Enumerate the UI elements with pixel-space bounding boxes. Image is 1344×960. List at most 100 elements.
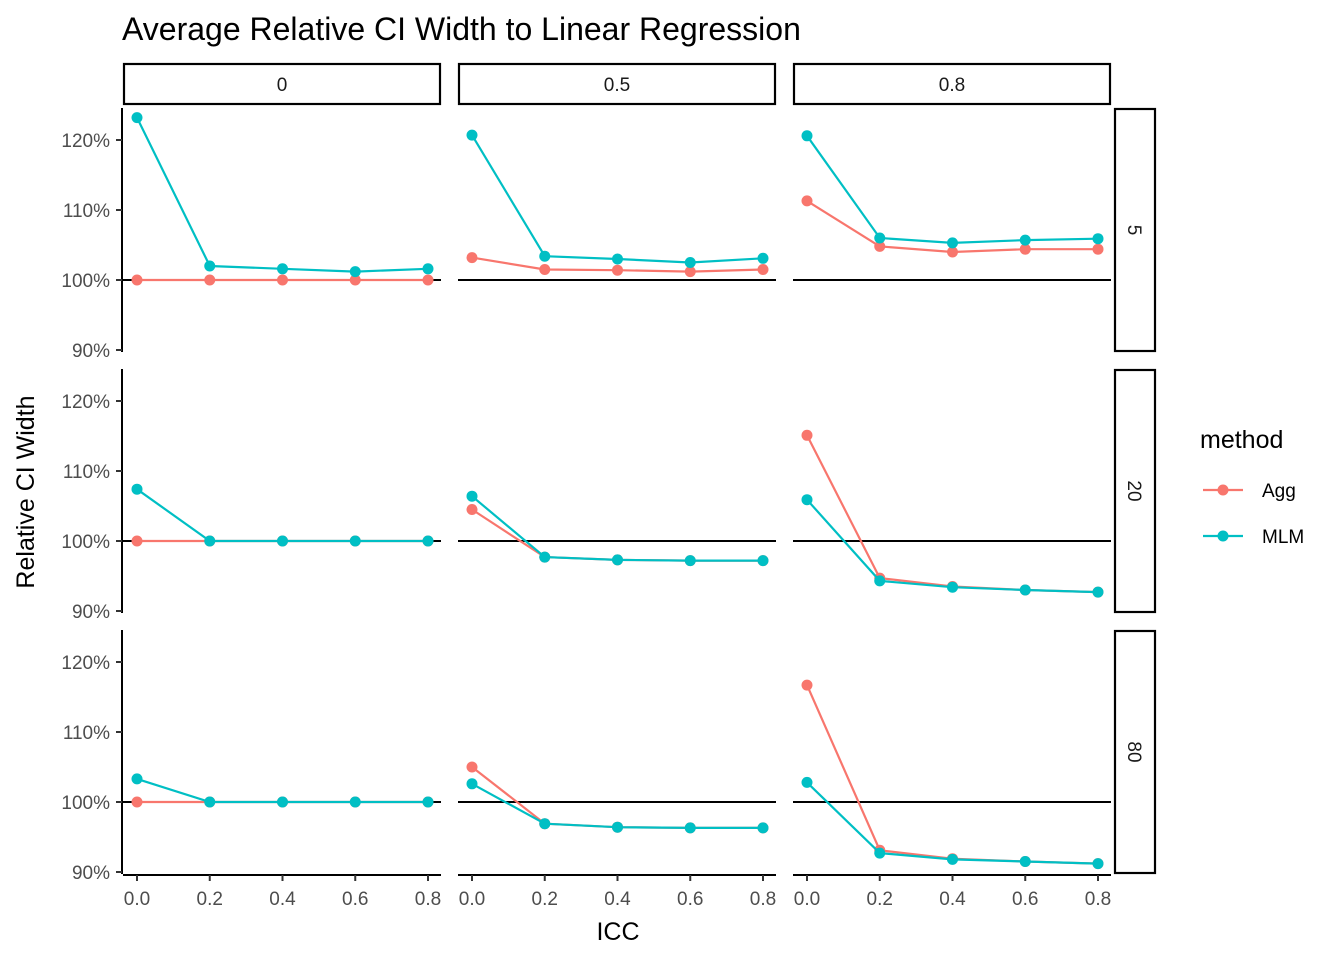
y-tick-label: 110%: [63, 201, 110, 222]
row-strip: [1113, 107, 1157, 353]
data-point-mlm: [422, 535, 434, 547]
data-point-mlm: [1019, 234, 1031, 246]
series-line-mlm: [471, 495, 763, 562]
data-point-mlm: [801, 494, 813, 506]
data-point-mlm: [612, 253, 623, 265]
series-line-mlm: [806, 135, 1099, 245]
data-point-mlm: [684, 822, 696, 834]
legend-label: MLM: [1262, 527, 1304, 548]
x-tick-label: 0.2: [197, 889, 223, 910]
data-point-mlm: [874, 847, 886, 859]
data-point-mlm: [947, 853, 958, 865]
series-line-agg: [471, 766, 763, 830]
data-point-agg: [757, 264, 769, 275]
data-point-mlm: [539, 551, 551, 563]
data-point-agg: [422, 274, 434, 286]
data-point-agg: [801, 429, 813, 441]
data-point-agg: [612, 264, 623, 276]
legend: method Agg MLM: [1200, 426, 1304, 548]
data-point-agg: [277, 274, 288, 286]
data-point-agg: [1092, 243, 1104, 255]
data-point-mlm: [466, 778, 478, 790]
x-tick-label: 0.4: [269, 889, 296, 910]
data-point-mlm: [684, 257, 696, 268]
data-point-mlm: [277, 263, 288, 275]
x-tick-label: 0.6: [1012, 889, 1038, 910]
x-tick-label: 0.4: [939, 889, 966, 910]
series-line-agg: [805, 684, 1099, 865]
data-point-mlm: [349, 266, 361, 278]
data-point-mlm: [131, 483, 143, 495]
x-tick-label: 0.4: [604, 889, 631, 910]
x-tick-label: 0.6: [677, 889, 703, 910]
data-point-mlm: [947, 581, 958, 593]
y-tick-label: 110%: [63, 462, 110, 483]
x-axis-title: ICC: [596, 918, 639, 946]
data-point-mlm: [466, 490, 478, 502]
data-point-mlm: [1092, 233, 1104, 245]
legend-key-point: [1217, 530, 1229, 542]
data-point-mlm: [277, 796, 288, 808]
chart-title: Average Relative CI Width to Linear Regr…: [122, 11, 801, 47]
data-point-mlm: [612, 821, 623, 833]
data-point-mlm: [466, 129, 478, 141]
data-point-mlm: [422, 263, 434, 275]
data-point-mlm: [1092, 858, 1104, 870]
y-tick-label: 120%: [61, 392, 110, 413]
data-point-agg: [539, 264, 551, 275]
series-line-mlm: [471, 134, 764, 264]
y-tick-label: 90%: [72, 863, 110, 884]
series-line-agg: [471, 508, 763, 562]
data-point-agg: [466, 761, 478, 773]
y-tick-label: 110%: [63, 723, 110, 744]
x-tick-label: 0.0: [124, 889, 150, 910]
y-tick-label: 120%: [61, 131, 110, 152]
col-strip: [457, 62, 777, 106]
x-tick-label: 0.6: [342, 889, 368, 910]
x-tick-label: 0.2: [867, 889, 893, 910]
data-point-mlm: [1019, 584, 1031, 596]
legend-key-point: [1217, 484, 1229, 496]
col-strip: [122, 62, 442, 106]
y-tick-label: 100%: [61, 271, 110, 292]
y-tick-label: 100%: [61, 793, 110, 814]
data-point-mlm: [801, 130, 813, 142]
data-point-agg: [131, 274, 143, 286]
x-tick-label: 0.0: [459, 889, 485, 910]
x-tick-label: 0.8: [415, 889, 441, 910]
x-tick-label: 0.2: [532, 889, 558, 910]
data-point-agg: [204, 274, 216, 286]
data-point-agg: [947, 246, 958, 258]
legend-title: method: [1200, 426, 1283, 454]
data-point-mlm: [757, 822, 769, 834]
data-point-agg: [349, 274, 361, 286]
data-point-mlm: [349, 535, 361, 547]
x-tick-label: 0.0: [794, 889, 820, 910]
data-point-agg: [466, 252, 478, 264]
data-point-mlm: [1092, 586, 1104, 598]
data-point-agg: [131, 796, 143, 808]
series-line-mlm: [136, 117, 429, 273]
data-point-mlm: [422, 796, 434, 808]
y-tick-label: 120%: [61, 653, 110, 674]
data-point-mlm: [684, 555, 696, 567]
data-point-agg: [874, 240, 886, 252]
data-point-agg: [684, 266, 696, 278]
series-line-mlm: [806, 781, 1099, 865]
row-strip-label: 5: [1123, 225, 1144, 236]
panel-grid: 0 0.5 0.8 5 20 80 90% 100% 110% 120% 90% 100% 110% 12…: [61, 62, 1157, 910]
row-strip-label: 20: [1123, 480, 1144, 501]
series-line-agg: [806, 434, 1099, 594]
data-point-agg: [466, 504, 478, 515]
data-point-mlm: [277, 535, 288, 547]
data-point-mlm: [801, 776, 813, 788]
data-point-mlm: [874, 575, 886, 587]
legend-label: Agg: [1262, 481, 1296, 502]
data-point-mlm: [1019, 856, 1031, 867]
x-tick-label: 0.8: [750, 889, 776, 910]
col-strip-label: 0.5: [604, 75, 630, 96]
data-point-mlm: [204, 260, 216, 272]
data-point-mlm: [539, 250, 551, 262]
series-line-mlm: [806, 498, 1099, 594]
